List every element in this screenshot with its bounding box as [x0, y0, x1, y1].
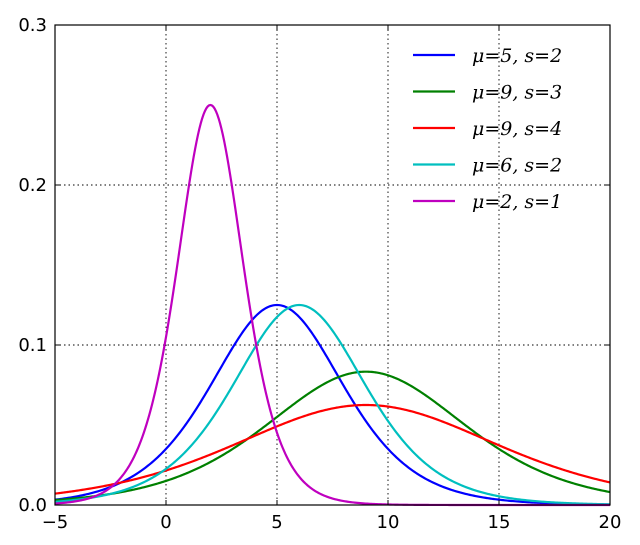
x-tick-label: 5 — [271, 512, 282, 533]
x-tick-label: −5 — [42, 512, 69, 533]
x-tick-label: 0 — [160, 512, 171, 533]
y-tick-label: 0.0 — [18, 495, 47, 516]
y-tick-label: 0.2 — [18, 175, 47, 196]
y-tick-label: 0.1 — [18, 335, 47, 356]
legend-label: μ=2, s=1 — [472, 191, 562, 213]
series-line — [54, 403, 611, 495]
series-line — [54, 303, 611, 506]
legend-label: μ=9, s=3 — [472, 82, 562, 104]
plot-frame — [54, 24, 611, 506]
x-tick-label: 20 — [599, 512, 622, 533]
legend-label: μ=5, s=2 — [472, 45, 562, 67]
x-tick-label: 10 — [377, 512, 400, 533]
axis-ticks: −5 0 5 10 15 20 0.0 0.1 0.2 0.3 — [18, 15, 621, 533]
legend-label: μ=6, s=2 — [472, 155, 562, 177]
y-tick-label: 0.3 — [18, 15, 47, 36]
legend: μ=5, s=2 μ=9, s=3 μ=9, s=4 μ=6, s=2 μ=2, s=1 — [413, 45, 562, 213]
grid-lines — [55, 25, 610, 505]
series-line — [54, 303, 611, 506]
legend-label: μ=9, s=4 — [472, 118, 562, 140]
x-tick-label: 15 — [488, 512, 511, 533]
series-line — [54, 370, 611, 502]
